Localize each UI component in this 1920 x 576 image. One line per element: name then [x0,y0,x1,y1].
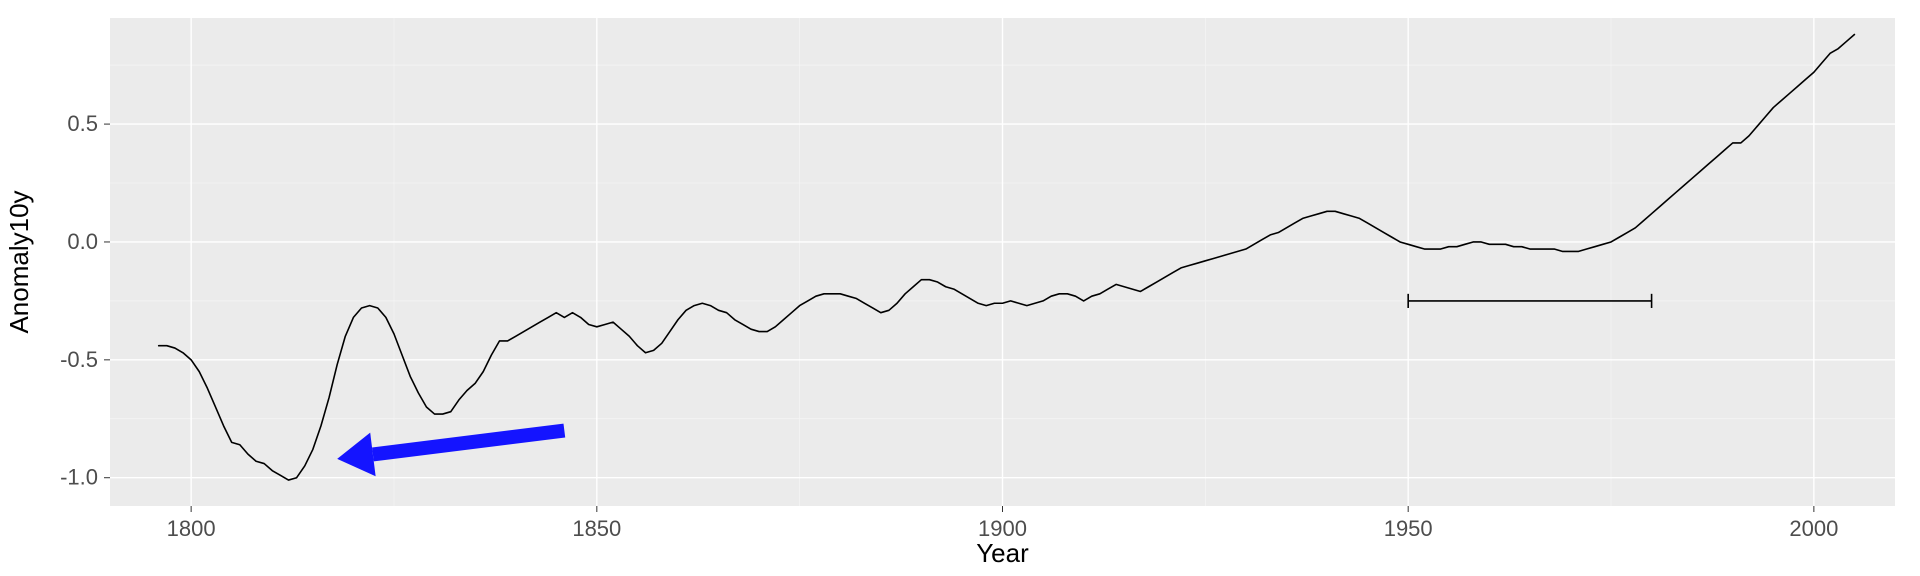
y-tick-label: -1.0 [60,465,98,490]
x-axis-title: Year [976,538,1029,568]
y-tick-label: 0.5 [67,111,98,136]
x-tick-label: 1800 [167,516,216,541]
y-axis-title: Anomaly10y [4,190,34,333]
x-tick-label: 1850 [572,516,621,541]
y-tick-label: 0.0 [67,229,98,254]
x-tick-label: 2000 [1789,516,1838,541]
x-tick-label: 1950 [1384,516,1433,541]
y-tick-label: -0.5 [60,347,98,372]
anomaly-line-chart: 18001850190019502000-1.0-0.50.00.5YearAn… [0,0,1920,576]
